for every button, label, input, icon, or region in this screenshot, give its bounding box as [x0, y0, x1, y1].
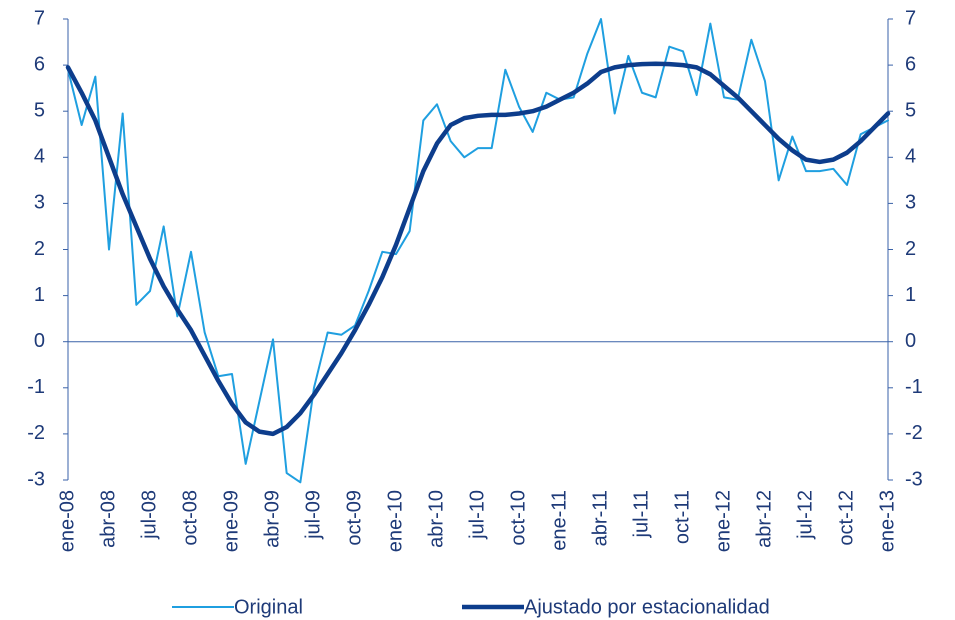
x-tick-label: ene-10: [384, 490, 406, 552]
legend-label: Original: [234, 596, 303, 618]
y2-tick-label: 4: [905, 146, 916, 168]
x-tick-label: jul-12: [794, 490, 816, 540]
x-tick-label: oct-10: [507, 490, 529, 546]
y-tick-label: 6: [34, 53, 45, 75]
y2-tick-label: 5: [905, 99, 916, 121]
x-tick-label: abr-09: [261, 490, 283, 548]
x-tick-label: ene-13: [876, 490, 898, 552]
y-tick-label: 1: [34, 284, 45, 306]
y2-tick-label: 6: [905, 53, 916, 75]
series-line: [67, 18, 889, 484]
x-tick-label: jul-08: [138, 490, 160, 540]
x-tick-label: ene-09: [220, 490, 242, 552]
x-tick-label: abr-10: [425, 490, 447, 548]
x-tick-label: ene-12: [712, 490, 734, 552]
x-tick-label: oct-08: [179, 490, 201, 546]
legend-label: Ajustado por estacionalidad: [524, 596, 770, 618]
y2-tick-label: 0: [905, 330, 916, 352]
x-tick-label: abr-11: [589, 490, 611, 546]
y-tick-label: -2: [27, 422, 45, 444]
y-tick-label: -3: [27, 468, 45, 490]
x-tick-label: abr-08: [97, 490, 119, 548]
y-tick-label: -1: [27, 376, 45, 398]
y-tick-label: 3: [34, 192, 45, 214]
x-tick-label: jul-11: [630, 490, 652, 538]
y2-tick-label: -3: [905, 468, 923, 490]
y-tick-label: 4: [34, 146, 45, 168]
x-tick-label: oct-09: [343, 490, 365, 546]
x-tick-label: oct-12: [835, 490, 857, 546]
y2-tick-label: 3: [905, 192, 916, 214]
x-tick-label: ene-11: [548, 490, 570, 551]
y2-tick-label: -2: [905, 422, 923, 444]
y-tick-label: 2: [34, 238, 45, 260]
y2-tick-label: 1: [905, 284, 916, 306]
series-line: [65, 61, 891, 437]
y-tick-label: 7: [34, 7, 45, 29]
x-tick-label: jul-10: [466, 490, 488, 540]
x-tick-label: oct-11: [671, 490, 693, 544]
x-tick-label: ene-08: [56, 490, 78, 552]
x-tick-label: abr-12: [753, 490, 775, 548]
y2-tick-label: -1: [905, 376, 923, 398]
y-tick-label: 5: [34, 99, 45, 121]
y2-tick-label: 7: [905, 7, 916, 29]
y2-tick-label: 2: [905, 238, 916, 260]
y-tick-label: 0: [34, 330, 45, 352]
x-tick-label: jul-09: [302, 490, 324, 540]
